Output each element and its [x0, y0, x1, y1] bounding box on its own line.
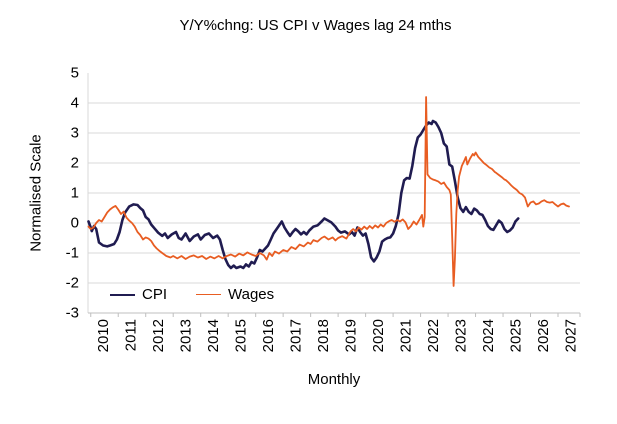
x-tick-label: 2022 [425, 319, 442, 352]
y-tick-label: 0 [71, 215, 79, 232]
y-tick-label: -2 [66, 275, 79, 292]
legend-item-wages: Wages [196, 286, 274, 303]
y-tick-label: -3 [66, 305, 79, 322]
x-tick-label: 2016 [260, 319, 277, 352]
y-tick-label: 5 [71, 65, 79, 82]
wages-line-swatch [196, 294, 222, 295]
cpi-line-swatch [110, 293, 135, 296]
chart-title: Y/Y%chng: US CPI v Wages lag 24 mths [179, 17, 452, 34]
legend-label-wages: Wages [228, 286, 275, 303]
x-tick-label: 2020 [370, 319, 387, 352]
x-tick-label: 2027 [563, 319, 580, 352]
x-tick-label: 2024 [480, 319, 497, 352]
wages-line [87, 96, 570, 287]
x-tick-label: 2025 [508, 319, 525, 352]
x-tick-label: 2010 [95, 319, 112, 352]
y-tick-label: -1 [66, 245, 79, 262]
x-tick-label: 2019 [343, 319, 360, 352]
cpi-line [87, 119, 520, 270]
x-tick-label: 2013 [178, 319, 195, 352]
legend: CPI Wages [106, 285, 279, 304]
y-axis-title: Normalised Scale [27, 134, 45, 252]
x-tick-label: 2015 [233, 319, 250, 352]
x-axis-title: Monthly [307, 371, 361, 388]
y-tick-label: 2 [71, 155, 79, 172]
x-tick-label: 2018 [315, 319, 332, 352]
x-tick-label: 2026 [535, 319, 552, 352]
y-tick-label: 3 [71, 125, 79, 142]
x-tick-label: 2014 [205, 319, 222, 352]
x-tick-label: 2011 [123, 319, 140, 351]
x-tick-label: 2023 [453, 319, 470, 352]
x-tick-label: 2017 [288, 319, 305, 352]
legend-label-cpi: CPI [142, 286, 168, 303]
x-tick-label: 2021 [398, 319, 415, 352]
y-tick-label: 4 [71, 95, 79, 112]
legend-item-cpi: CPI [110, 286, 167, 303]
x-tick-label: 2012 [150, 319, 167, 352]
y-tick-label: 1 [71, 185, 79, 202]
